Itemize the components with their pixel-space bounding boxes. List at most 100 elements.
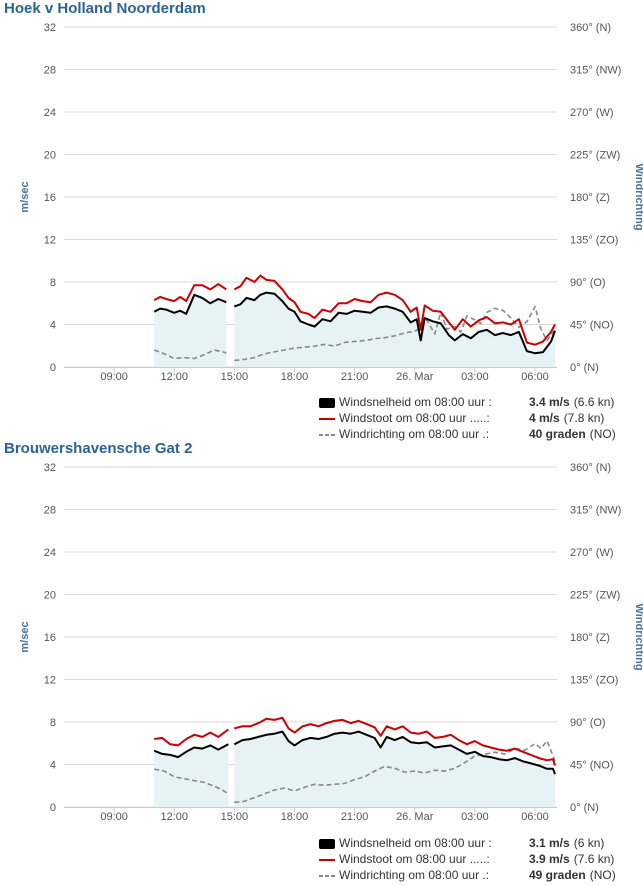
x-tick-label: 26. Mar	[396, 371, 434, 383]
legend-label: Windsnelheid om 08:00 uur :	[339, 836, 492, 850]
y-tick-label: 4	[50, 320, 56, 332]
legend-symbol	[318, 429, 336, 441]
x-tick-label: 12:00	[160, 371, 188, 383]
legend-label: Windsnelheid om 08:00 uur :	[339, 395, 492, 409]
y-axis-title: m/sec	[19, 621, 31, 652]
legend-symbol	[318, 854, 336, 866]
y2-tick-label: 45° (NO)	[570, 760, 614, 772]
legend-item[interactable]: Windsnelheid om 08:00 uur : 3.1 m/s (6 kn)	[318, 835, 616, 851]
legend-value: 3.1 m/s	[529, 836, 570, 850]
legend-symbol	[318, 413, 336, 425]
y2-tick-label: 270° (W)	[570, 547, 614, 559]
legend-label: Windrichting om 08:00 uur .:	[339, 427, 490, 441]
series-line	[233, 274, 556, 346]
x-tick-label: 21:00	[341, 371, 369, 383]
y2-axis-title: Windrichting	[633, 603, 643, 670]
y-tick-label: 8	[50, 717, 56, 729]
y2-tick-label: 0° (N)	[570, 362, 599, 374]
y-tick-label: 20	[44, 590, 56, 602]
station-title: Brouwershavensche Gat 2	[4, 440, 193, 457]
legend-value: 3.9 m/s	[529, 852, 570, 866]
y-tick-label: 16	[44, 632, 56, 644]
y-tick-label: 0	[50, 362, 56, 374]
series-line	[234, 740, 556, 804]
legend-subvalue: (6.6 kn)	[573, 395, 615, 409]
series-line	[153, 293, 227, 315]
legend-item[interactable]: Windrichting om 08:00 uur .: 40 graden (NO…	[318, 426, 616, 442]
y2-tick-label: 270° (W)	[570, 107, 614, 119]
x-tick-label: 09:00	[100, 371, 128, 383]
y2-axis-title: Windrichting	[633, 163, 643, 230]
legend-label: Windstoot om 08:00 uur .....:	[339, 852, 490, 866]
legend-subvalue: (NO)	[589, 868, 616, 882]
series-area	[234, 731, 556, 807]
y-tick-label: 28	[44, 505, 56, 517]
x-tick-label: 15:00	[221, 371, 249, 383]
series-line	[233, 291, 556, 355]
x-tick-label: 26. Mar	[396, 811, 434, 823]
legend-subvalue: (7.6 kn)	[573, 852, 615, 866]
y2-tick-label: 90° (O)	[570, 717, 606, 729]
wind-chart: 0 4 8 12 16 20 24 28 32 0° (N) 45° (NO) 90° (O) 135°…	[19, 22, 643, 383]
x-tick-label: 12:00	[160, 811, 188, 823]
y-axis-title: m/sec	[19, 181, 31, 212]
y2-tick-label: 360° (N)	[570, 22, 611, 34]
y-tick-label: 0	[50, 802, 56, 814]
y-tick-label: 8	[50, 277, 56, 289]
y-tick-label: 16	[44, 192, 56, 204]
y2-tick-label: 90° (O)	[570, 277, 606, 289]
x-tick-label: 09:00	[100, 811, 128, 823]
series-line	[154, 728, 229, 747]
legend-item[interactable]: Windrichting om 08:00 uur .: 49 graden (NO…	[318, 867, 616, 883]
y-tick-label: 20	[44, 150, 56, 162]
y2-tick-label: 360° (N)	[570, 462, 611, 474]
series-area	[154, 744, 229, 807]
x-tick-label: 06:00	[521, 371, 549, 383]
series-line	[234, 716, 556, 766]
y-tick-label: 24	[44, 107, 56, 119]
legend-subvalue: (6 kn)	[573, 836, 605, 850]
chart-panel-hoek-van-holland: Hoek v Holland Noorderdam 0 4 8 12 16 20 24 28 3…	[4, 0, 643, 442]
x-tick-label: 21:00	[341, 811, 369, 823]
station-title: Hoek v Holland Noorderdam	[4, 0, 206, 17]
y2-tick-label: 315° (NW)	[570, 505, 621, 517]
legend-value: 49 graden	[529, 868, 586, 882]
legend-label: Windrichting om 08:00 uur .:	[339, 868, 490, 882]
legend-item[interactable]: Windstoot om 08:00 uur .....: 4 m/s (7.8 k…	[318, 410, 616, 426]
y-tick-label: 4	[50, 760, 56, 772]
y-tick-label: 12	[44, 675, 56, 687]
y2-tick-label: 0° (N)	[570, 802, 599, 814]
series-line	[154, 768, 229, 795]
y2-tick-label: 225° (ZW)	[570, 150, 620, 162]
x-tick-label: 18:00	[281, 371, 309, 383]
y-tick-label: 32	[44, 462, 56, 474]
legend-item[interactable]: Windsnelheid om 08:00 uur : 3.4 m/s (6.6 k…	[318, 394, 616, 410]
series-line	[153, 283, 227, 303]
legend-subvalue: (7.8 kn)	[563, 411, 605, 425]
legend-symbol	[318, 838, 336, 850]
y2-tick-label: 135° (ZO)	[570, 675, 618, 687]
legend-label: Windstoot om 08:00 uur .....:	[339, 411, 490, 425]
legend-value: 40 graden	[529, 427, 586, 441]
y-tick-label: 28	[44, 65, 56, 77]
series-line	[153, 349, 227, 360]
y-tick-label: 12	[44, 235, 56, 247]
legend-value: 4 m/s	[529, 411, 560, 425]
legend-item[interactable]: Windstoot om 08:00 uur .....: 3.9 m/s (7.6…	[318, 851, 616, 867]
y2-tick-label: 135° (ZO)	[570, 235, 618, 247]
series-line	[233, 730, 556, 775]
y-tick-label: 24	[44, 547, 56, 559]
wind-chart: 0 4 8 12 16 20 24 28 32 0° (N) 45° (NO) 90° (O) 135°…	[19, 462, 643, 823]
legend: Windsnelheid om 08:00 uur : 3.1 m/s (6 kn)…	[318, 835, 616, 883]
x-tick-label: 15:00	[221, 811, 249, 823]
series-area	[234, 292, 556, 367]
legend-symbol	[318, 870, 336, 882]
legend-symbol	[318, 397, 336, 409]
y2-tick-label: 315° (NW)	[570, 65, 621, 77]
x-tick-label: 06:00	[521, 811, 549, 823]
y2-tick-label: 225° (ZW)	[570, 590, 620, 602]
y-tick-label: 32	[44, 22, 56, 34]
x-tick-label: 03:00	[461, 811, 489, 823]
x-tick-label: 18:00	[281, 811, 309, 823]
y2-tick-label: 45° (NO)	[570, 320, 614, 332]
